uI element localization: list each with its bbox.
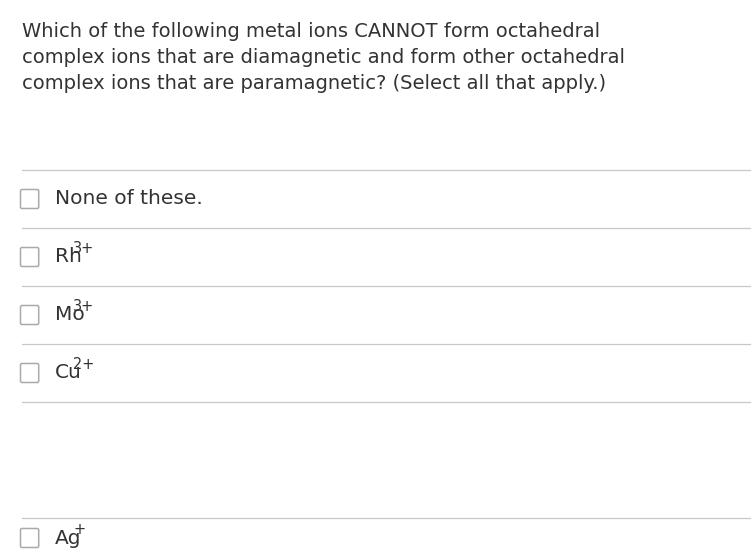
Text: 3+: 3+ bbox=[73, 299, 95, 314]
Text: Ag: Ag bbox=[55, 529, 81, 548]
Text: Which of the following metal ions CANNOT form octahedral: Which of the following metal ions CANNOT… bbox=[22, 22, 600, 41]
FancyBboxPatch shape bbox=[20, 190, 38, 208]
Text: Cu: Cu bbox=[55, 364, 82, 383]
FancyBboxPatch shape bbox=[20, 364, 38, 383]
FancyBboxPatch shape bbox=[20, 247, 38, 266]
Text: Mo: Mo bbox=[55, 305, 84, 325]
Text: 3+: 3+ bbox=[73, 241, 95, 256]
Text: complex ions that are paramagnetic? (Select all that apply.): complex ions that are paramagnetic? (Sel… bbox=[22, 74, 606, 93]
Text: +: + bbox=[73, 522, 85, 537]
Text: Rh: Rh bbox=[55, 247, 82, 266]
FancyBboxPatch shape bbox=[20, 529, 38, 548]
Text: complex ions that are diamagnetic and form other octahedral: complex ions that are diamagnetic and fo… bbox=[22, 48, 625, 67]
Text: 2+: 2+ bbox=[73, 357, 95, 372]
FancyBboxPatch shape bbox=[20, 305, 38, 325]
Text: None of these.: None of these. bbox=[55, 190, 203, 208]
